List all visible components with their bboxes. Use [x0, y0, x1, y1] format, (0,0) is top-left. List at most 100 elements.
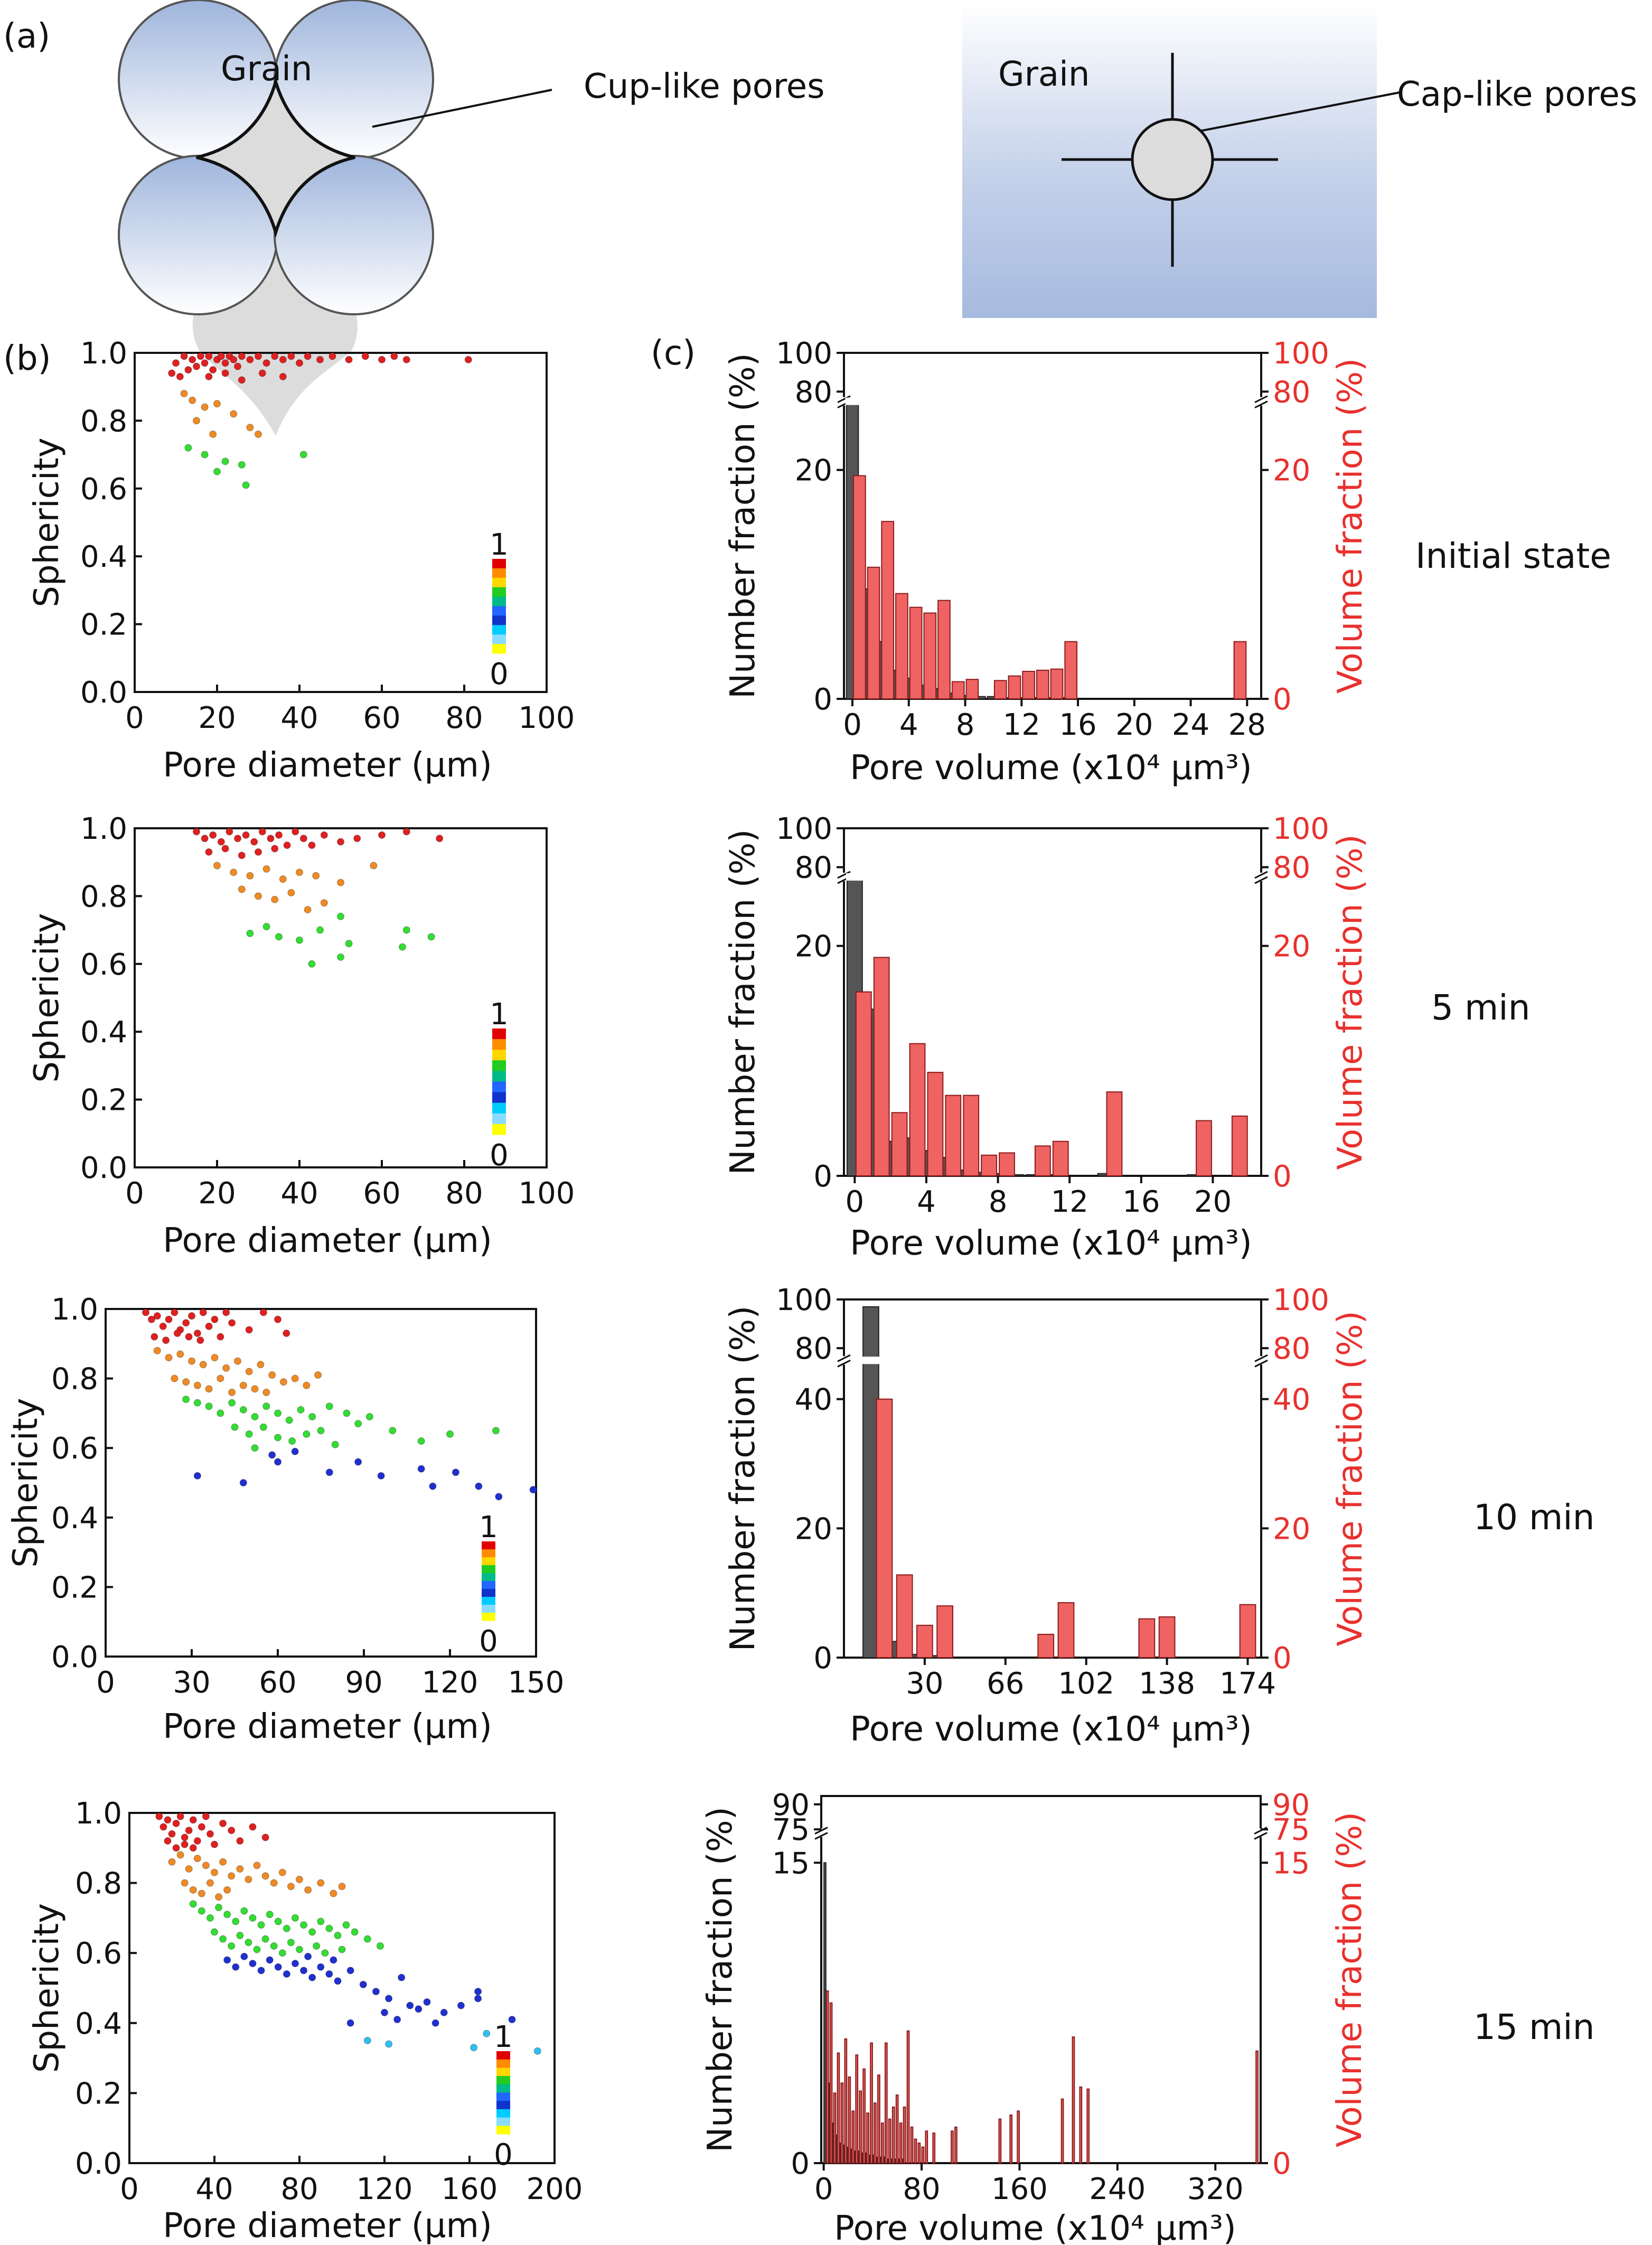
- volume-fraction-bar: [855, 2054, 859, 2164]
- axis-break-mark: [1254, 395, 1268, 404]
- data-point: [182, 1319, 190, 1327]
- y-right-axis-title: Volume fraction (%): [1331, 834, 1370, 1170]
- data-point: [219, 1819, 227, 1827]
- y-tick-label: 1.0: [80, 336, 127, 371]
- data-point: [234, 835, 241, 843]
- volume-fraction-bar: [873, 957, 890, 1176]
- volume-fraction-bar: [1233, 641, 1247, 700]
- data-point: [508, 2016, 516, 2024]
- data-point: [268, 1371, 276, 1379]
- data-point: [189, 1816, 197, 1824]
- data-point: [198, 1907, 205, 1915]
- colorbar-segment: [482, 1605, 495, 1613]
- data-point: [201, 451, 209, 459]
- cup-pore-leader-line: [372, 89, 552, 128]
- volume-fraction-bar: [1255, 2050, 1259, 2164]
- data-point: [242, 481, 250, 489]
- data-point: [205, 1322, 213, 1330]
- data-point: [346, 2019, 354, 2027]
- data-point: [304, 352, 312, 360]
- data-point: [246, 930, 254, 938]
- data-point: [533, 2047, 541, 2055]
- data-point: [155, 1812, 163, 1820]
- volume-fraction-bar: [881, 521, 895, 699]
- state-label-5min: 5 min: [1431, 987, 1530, 1028]
- data-point: [345, 356, 353, 363]
- data-point: [291, 1447, 299, 1455]
- data-point: [267, 835, 275, 843]
- colorbar-segment: [496, 2068, 510, 2076]
- data-point: [230, 410, 238, 418]
- data-point: [316, 356, 324, 363]
- data-point: [262, 1402, 270, 1410]
- data-point: [299, 835, 307, 843]
- data-point: [452, 1468, 459, 1476]
- data-point: [464, 356, 472, 363]
- y-tick-label: 0.6: [80, 472, 127, 507]
- fraction-histogram-1: 0 4 8 12 16 20 0 20 80 100 0 20 80 100 Pore volume (x1…: [724, 812, 1370, 1263]
- volume-fraction-bar: [862, 2068, 866, 2164]
- data-point: [188, 1357, 195, 1365]
- volume-fraction-bar: [1060, 2098, 1064, 2164]
- data-point: [168, 1830, 176, 1838]
- data-point: [202, 1862, 210, 1869]
- data-point: [346, 1967, 354, 1975]
- data-point: [330, 1889, 337, 1897]
- data-point: [274, 1409, 281, 1417]
- data-point: [189, 356, 196, 363]
- data-point: [255, 352, 262, 360]
- y-left-tick-label: 0: [813, 682, 832, 717]
- volume-fraction-bar: [993, 680, 1007, 699]
- volume-fraction-bar: [936, 1605, 953, 1658]
- data-point: [271, 352, 279, 360]
- data-point: [213, 862, 221, 869]
- data-point: [261, 1872, 269, 1880]
- data-point: [321, 1949, 329, 1957]
- data-point: [291, 1374, 299, 1382]
- data-point: [181, 1879, 189, 1887]
- x-tick-label: 0: [96, 1666, 115, 1700]
- volume-fraction-bar: [999, 1152, 1015, 1176]
- y-right-tick-label: 0: [1272, 2147, 1291, 2181]
- data-point: [313, 1942, 321, 1950]
- y-left-tick-label: 80: [795, 1332, 832, 1366]
- data-point: [251, 1413, 259, 1420]
- data-point: [173, 1330, 181, 1337]
- data-point: [219, 1858, 227, 1866]
- x-tick-label: 20: [198, 701, 236, 735]
- state-label-10min: 10 min: [1473, 1497, 1594, 1538]
- x-tick-label: 20: [1194, 1185, 1232, 1219]
- data-point: [393, 2016, 401, 2024]
- x-tick-label: 30: [173, 1666, 210, 1700]
- data-point: [377, 1472, 385, 1480]
- x-axis-title: Pore volume (x10⁴ μm³): [850, 1224, 1252, 1263]
- data-point: [363, 1935, 371, 1943]
- data-point: [316, 926, 324, 934]
- data-point: [232, 1963, 240, 1971]
- data-point: [308, 1973, 316, 1981]
- plot-frame: [134, 827, 548, 1168]
- x-tick-label: 150: [508, 1666, 565, 1700]
- y-left-tick-label: 90: [772, 1788, 810, 1822]
- data-point: [205, 1402, 213, 1410]
- data-point: [206, 1914, 214, 1922]
- y-left-tick-label: 100: [776, 1283, 832, 1317]
- data-point: [171, 1308, 179, 1316]
- x-tick-label: 80: [280, 2172, 318, 2206]
- data-point: [193, 828, 200, 836]
- volume-fraction-bar: [888, 2118, 891, 2164]
- x-tick-label: 60: [363, 701, 400, 735]
- y-tick-label: 1.0: [80, 812, 127, 846]
- data-point: [427, 933, 435, 941]
- data-point: [221, 359, 229, 367]
- data-point: [283, 1970, 290, 1978]
- volume-fraction-bar: [896, 1574, 913, 1658]
- data-point: [354, 1420, 362, 1428]
- volume-fraction-bar: [951, 2130, 954, 2164]
- volume-fraction-bar: [829, 2002, 833, 2164]
- data-point: [279, 356, 287, 363]
- data-point: [209, 431, 217, 438]
- cap-pore-leader-line: [1199, 91, 1400, 132]
- volume-fraction-bar: [1239, 1604, 1256, 1659]
